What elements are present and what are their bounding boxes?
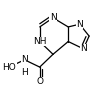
Text: H: H bbox=[21, 68, 28, 77]
Text: N: N bbox=[76, 20, 83, 29]
Text: O: O bbox=[36, 77, 43, 86]
Text: N: N bbox=[21, 55, 28, 64]
Text: N: N bbox=[80, 44, 87, 53]
Text: NH: NH bbox=[33, 37, 46, 46]
Text: HO: HO bbox=[2, 63, 16, 72]
Text: N: N bbox=[50, 13, 56, 22]
